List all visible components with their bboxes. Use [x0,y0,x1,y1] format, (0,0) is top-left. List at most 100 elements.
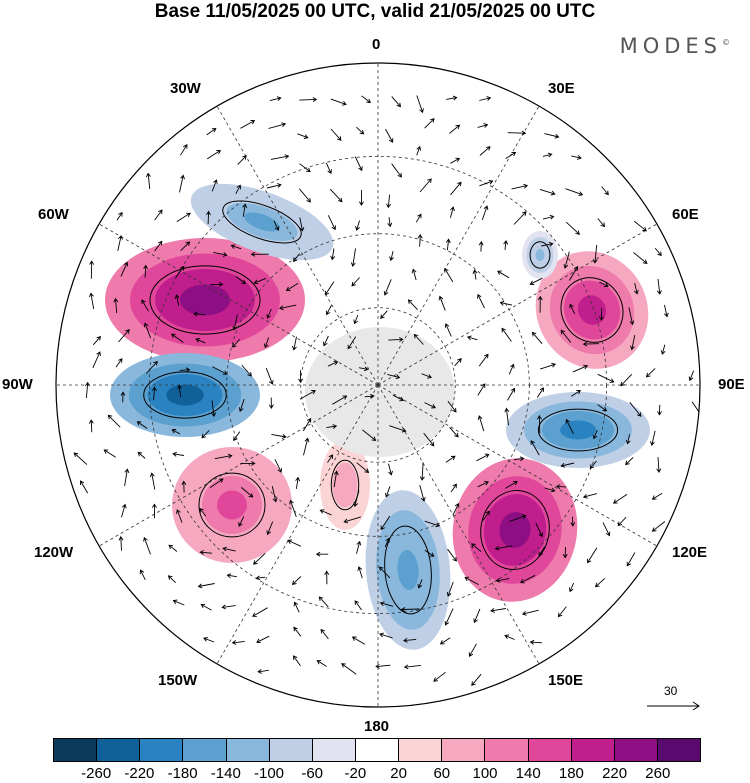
anomaly-contour-fill [338,473,352,497]
wind-arrow [175,265,185,278]
wind-arrow [266,308,272,319]
wind-arrow [477,383,486,396]
wind-arrow [633,252,648,264]
wind-arrow [193,311,206,317]
wind-arrow [271,486,278,503]
wind-arrow [107,414,121,428]
wind-arrow [116,211,123,221]
wind-arrow [257,668,269,674]
wind-arrow [413,333,424,345]
wind-arrow [450,483,457,493]
colorbar-cell [355,739,400,761]
wind-arrow [80,480,89,494]
wind-arrow [565,188,584,196]
wind-arrow [73,452,88,465]
wind-arrow [355,220,361,231]
wind-arrow [176,509,183,523]
wind-arrow [299,188,311,203]
wind-arrow [572,364,589,373]
wind-arrow [84,381,90,399]
wind-arrow [597,404,608,412]
lon-label-60w: 60W [38,206,69,223]
wind-arrow [389,425,407,433]
wind-arrow [597,218,606,228]
wind-arrow [471,673,482,686]
wind-arrow [450,157,461,164]
wind-arrow [389,250,394,262]
wind-arrow [353,314,359,325]
wind-arrow [151,503,157,519]
wind-arrow [388,337,404,342]
wind-arrow [253,552,266,565]
positive-anomaly-60e [535,251,649,369]
wind-arrow [565,221,580,235]
wind-arrow [417,579,423,589]
wind-arrow [120,391,126,403]
wind-arrow [255,575,266,581]
wind-arrow [174,294,180,306]
wind-arrow [657,404,662,416]
wind-arrow [582,493,598,499]
wind-arrow [466,335,478,341]
wind-arrow [210,282,224,287]
colorbar-cell [226,739,270,761]
wind-arrow [378,566,391,579]
wind-arrow [170,333,184,343]
wind-arrow [482,510,490,521]
colorbar-tick-label: 260 [645,765,671,782]
wind-arrow [503,240,509,250]
wind-arrow [630,335,636,351]
wind-arrow [592,429,598,440]
wind-arrow [88,419,94,433]
wind-arrow [582,341,600,347]
anomaly-contour-line [330,459,360,511]
wind-arrow [504,481,518,489]
wind-arrow [203,637,215,643]
wind-arrow [120,261,129,277]
colorbar-cell [657,739,701,761]
wind-arrow [351,277,360,287]
wind-arrow [444,267,454,283]
wind-arrow [154,240,163,252]
wind-arrow [423,432,435,447]
wind-arrow [447,548,457,562]
wind-arrow [149,472,156,490]
colorbar-tick-label: -220 [124,765,155,782]
wind-arrow [597,373,615,383]
wind-arrow [329,188,343,203]
lon-label-90e: 90E [718,376,745,393]
wind-arrow [570,390,582,397]
lon-label-60e: 60E [672,206,699,223]
wind-arrow [242,203,248,217]
wind-arrow [688,370,695,382]
wind-arrow [137,451,146,459]
wind-arrow [633,282,639,295]
wind-arrow [530,440,540,456]
wind-arrow [327,454,334,463]
wind-arrow [121,503,127,518]
wind-arrow [325,304,332,316]
wind-arrow [444,608,454,626]
colorbar-cell [485,739,529,761]
negative-anomaly-45e [522,231,558,279]
wind-arrow [341,663,357,675]
wind-arrow [424,549,435,557]
wind-arrow [358,366,369,372]
colorbar-cell [399,739,443,761]
wind-arrow [271,433,287,439]
wind-arrow [513,456,525,462]
wind-arrow [117,234,123,251]
wind-arrow [293,253,300,263]
brand-logo: MODES© [620,34,730,58]
wind-arrow [324,281,335,296]
wind-arrow [569,303,576,315]
wind-arrow [449,124,461,134]
wind-arrow [570,516,576,527]
wind-arrow [323,335,329,347]
lon-label-0: 0 [372,36,381,53]
wind-arrow [509,514,527,522]
wind-arrow [103,449,116,458]
wind-arrow [538,546,546,557]
wind-arrow [213,251,228,257]
wind-arrow [240,461,256,466]
